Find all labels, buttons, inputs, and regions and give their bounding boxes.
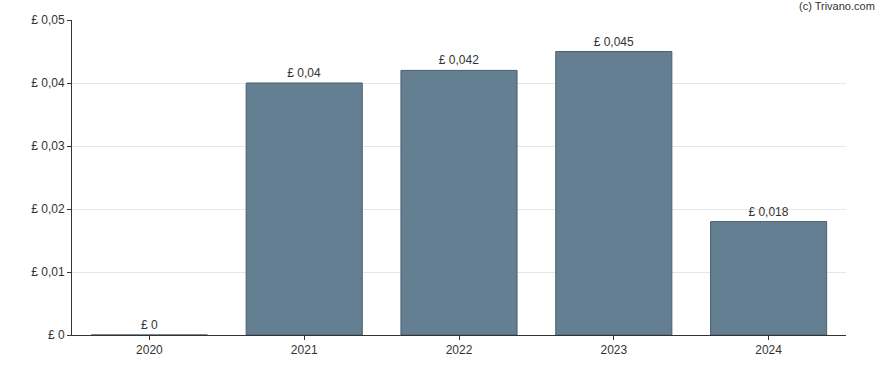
svg-text:£ 0,05: £ 0,05 — [31, 13, 65, 27]
svg-text:2022: 2022 — [446, 343, 473, 357]
svg-text:2023: 2023 — [600, 343, 627, 357]
svg-text:2024: 2024 — [755, 343, 782, 357]
svg-text:£ 0,03: £ 0,03 — [31, 139, 65, 153]
svg-text:£ 0,045: £ 0,045 — [594, 35, 634, 49]
svg-text:(c) Trivano.com: (c) Trivano.com — [799, 0, 875, 12]
svg-text:£ 0,04: £ 0,04 — [31, 76, 65, 90]
svg-text:£ 0,04: £ 0,04 — [287, 66, 321, 80]
svg-text:£ 0,018: £ 0,018 — [748, 205, 788, 219]
svg-text:£ 0: £ 0 — [141, 318, 158, 332]
svg-text:£ 0: £ 0 — [48, 328, 65, 342]
svg-text:£ 0,042: £ 0,042 — [439, 53, 479, 67]
svg-text:2020: 2020 — [136, 343, 163, 357]
svg-text:£ 0,01: £ 0,01 — [31, 265, 65, 279]
svg-text:£ 0,02: £ 0,02 — [31, 202, 65, 216]
svg-text:2021: 2021 — [291, 343, 318, 357]
